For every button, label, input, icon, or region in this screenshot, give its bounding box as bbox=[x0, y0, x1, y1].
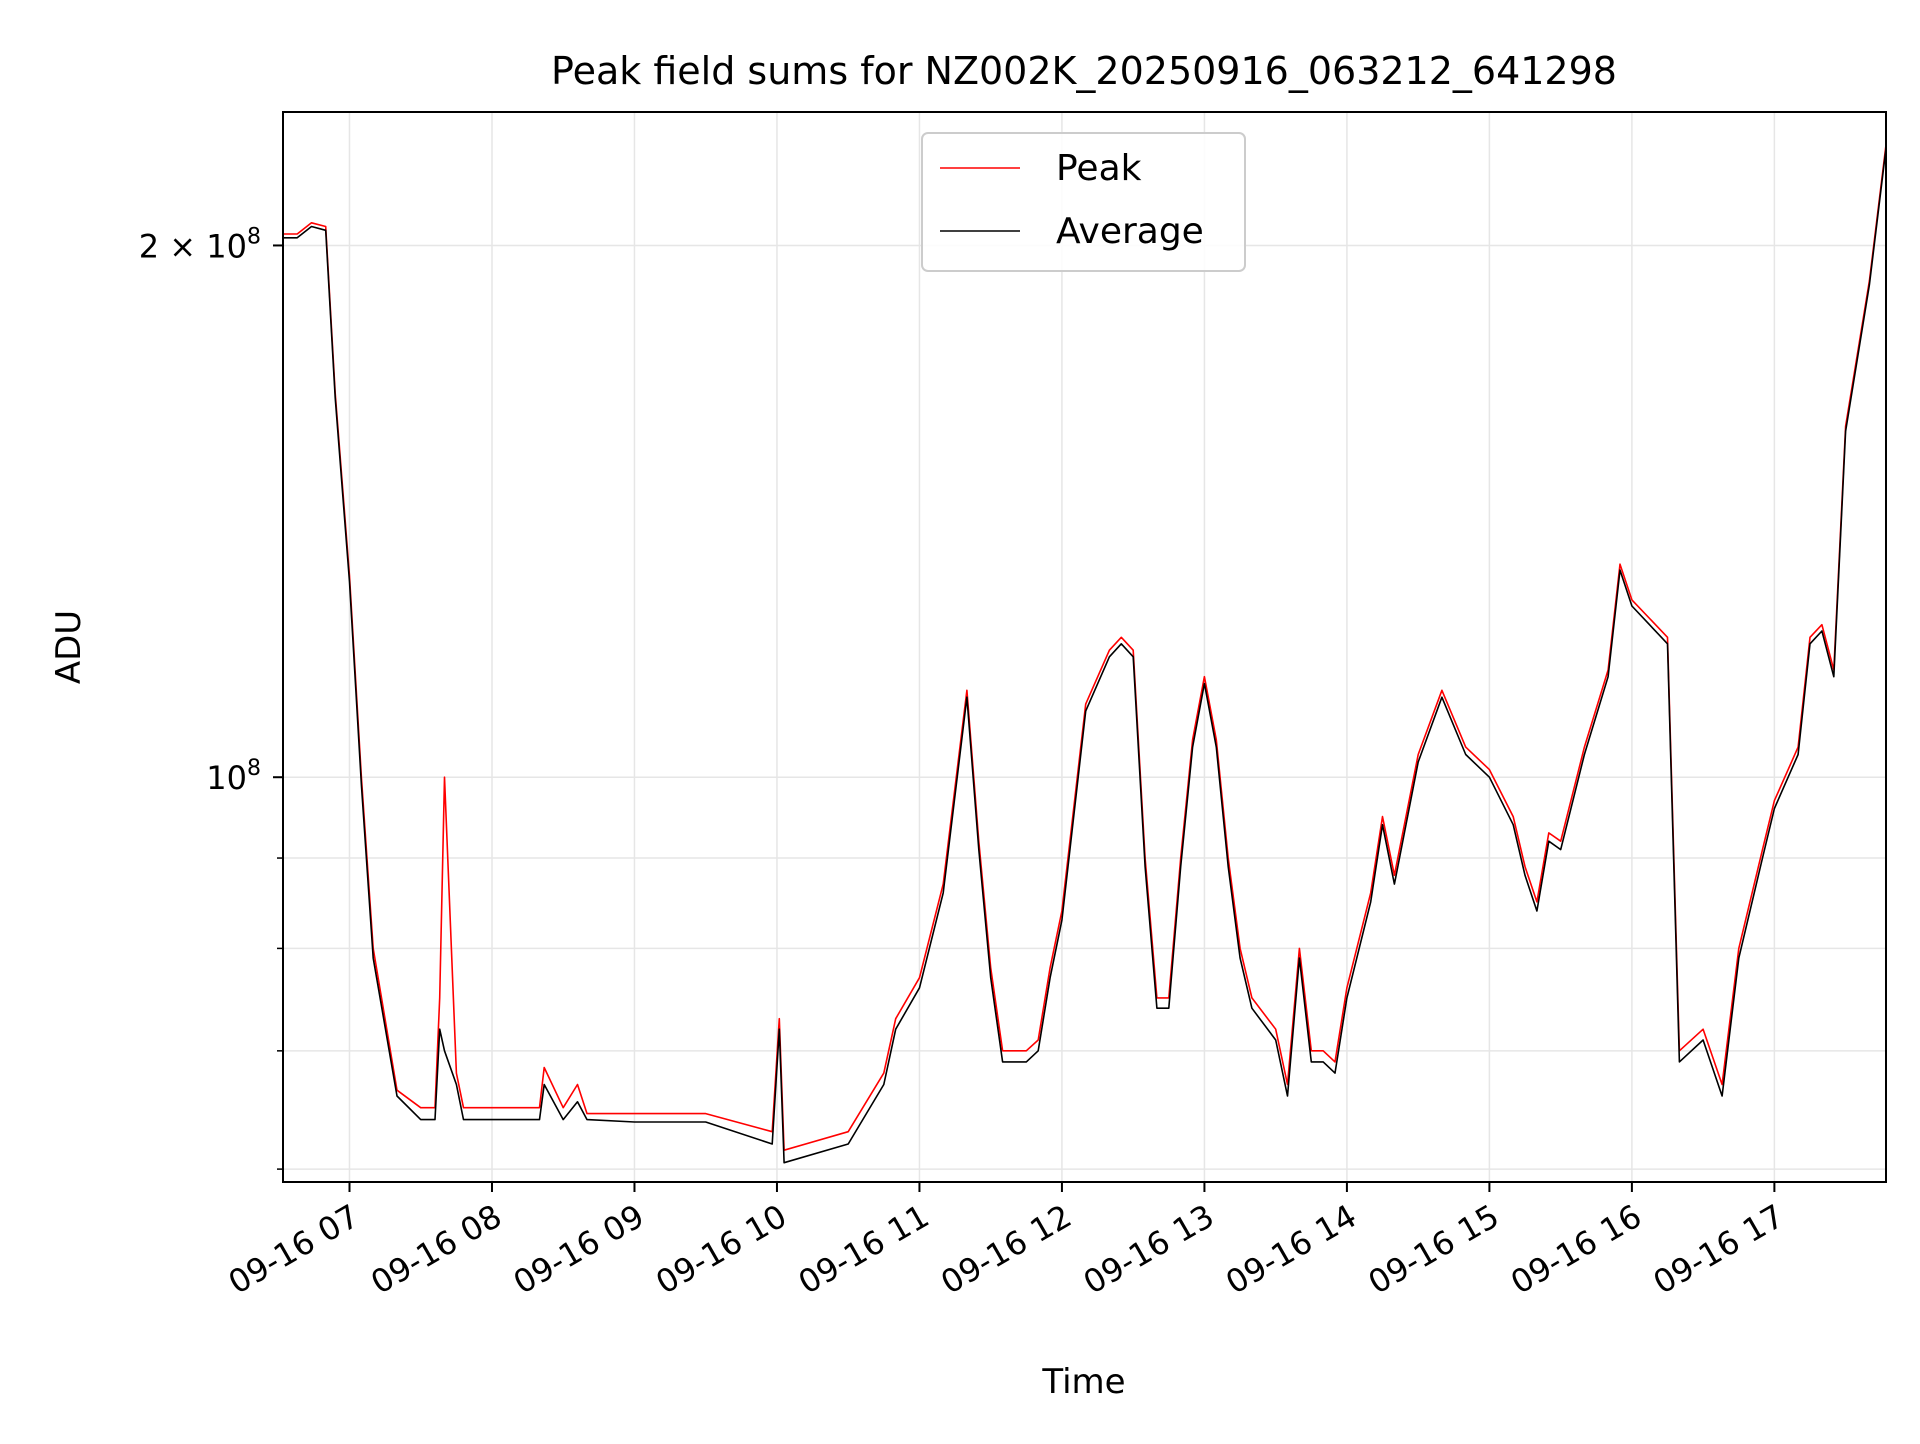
x-tick-label: 09-16 15 bbox=[1362, 1197, 1506, 1302]
plot-area-frame bbox=[282, 111, 1887, 1183]
chart-title: Peak field sums for NZ002K_20250916_0632… bbox=[551, 49, 1617, 93]
x-tick-label: 09-16 08 bbox=[364, 1197, 508, 1302]
y-axis: 108 2 × 108 bbox=[139, 224, 283, 1170]
x-tick-label: 09-16 12 bbox=[934, 1197, 1078, 1302]
series-lines bbox=[283, 144, 1887, 1164]
x-tick-label: 09-16 07 bbox=[222, 1197, 366, 1302]
x-tick-label: 09-16 16 bbox=[1504, 1197, 1648, 1302]
x-tick-label: 09-16 13 bbox=[1077, 1197, 1221, 1302]
x-tick-label: 09-16 11 bbox=[792, 1197, 936, 1302]
x-tick-label: 09-16 10 bbox=[649, 1197, 793, 1302]
grid-lines bbox=[283, 112, 1886, 1182]
y-axis-label: ADU bbox=[49, 610, 89, 684]
y-tick-label: 108 bbox=[206, 756, 261, 797]
legend: Peak Average bbox=[921, 132, 1246, 272]
x-tick-label: 09-16 09 bbox=[507, 1197, 651, 1302]
legend-label-peak: Peak bbox=[1056, 148, 1142, 189]
x-tick-label: 09-16 17 bbox=[1647, 1197, 1791, 1302]
series-line-peak bbox=[283, 144, 1887, 1151]
x-axis-label: Time bbox=[1041, 1362, 1125, 1402]
series-line-average bbox=[283, 148, 1887, 1164]
x-tick-label: 09-16 14 bbox=[1219, 1197, 1363, 1302]
y-tick-label: 2 × 108 bbox=[139, 224, 261, 265]
legend-label-average: Average bbox=[1056, 211, 1204, 252]
